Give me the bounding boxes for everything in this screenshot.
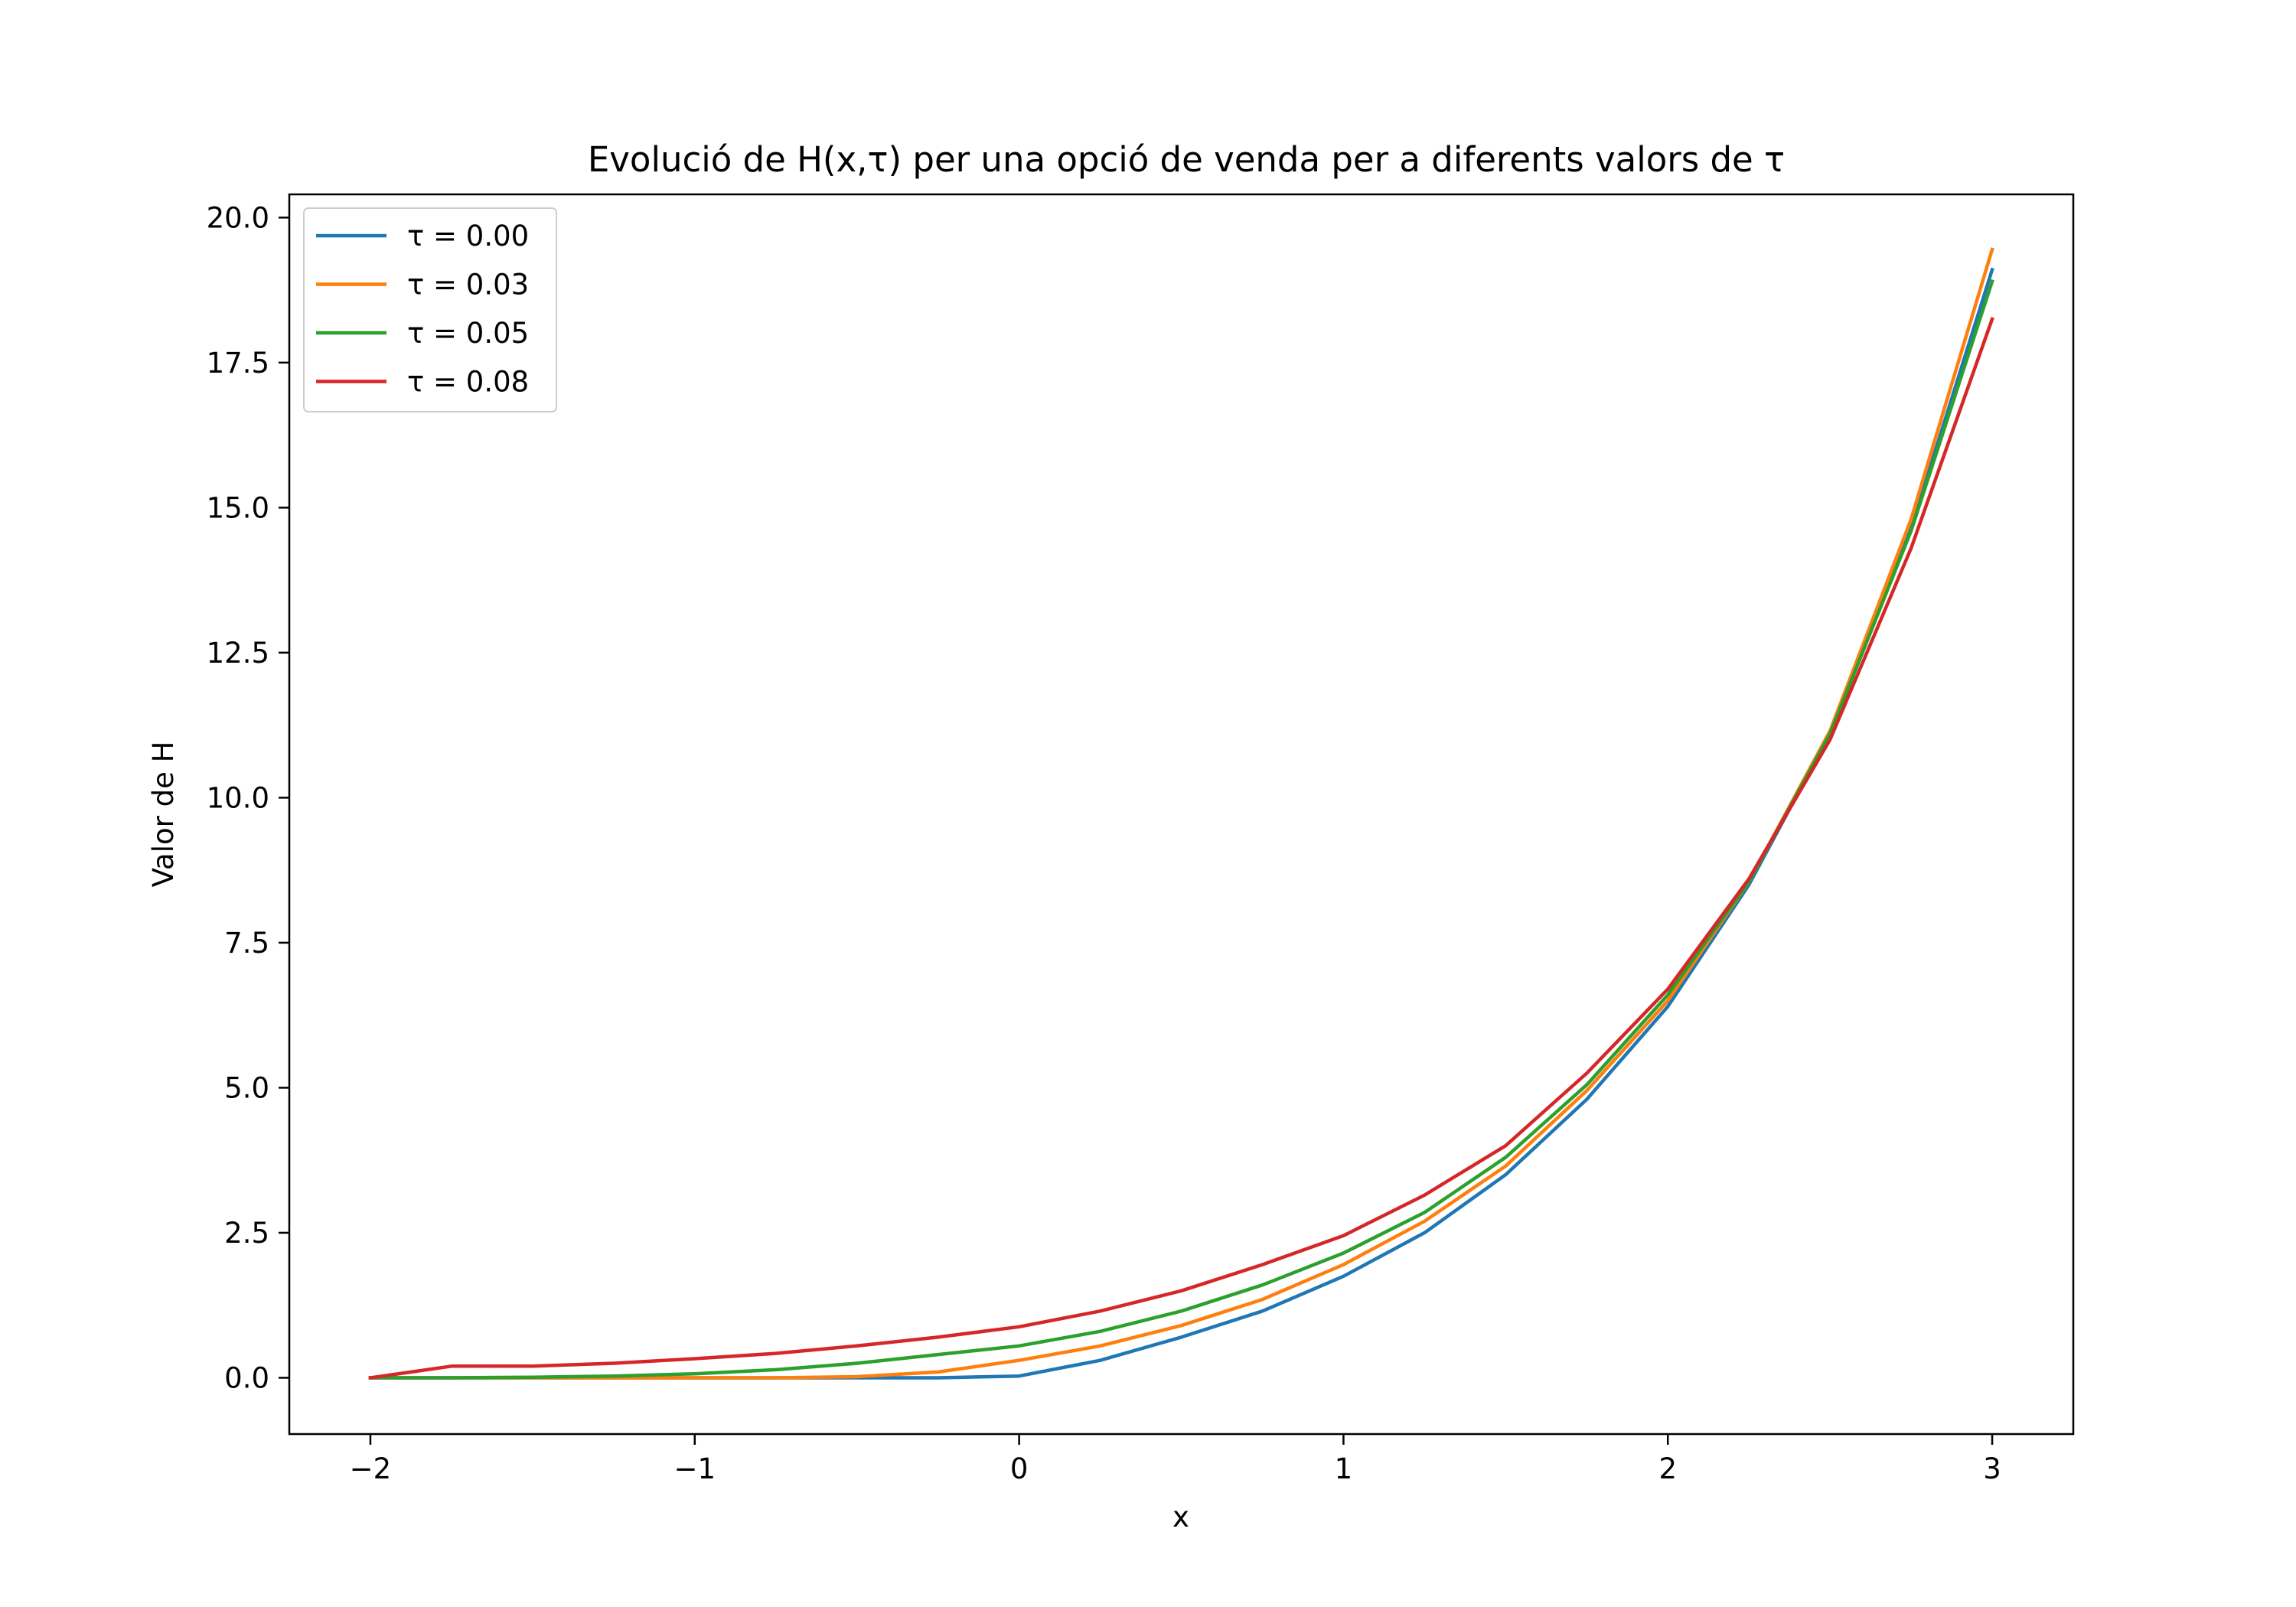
legend-label-3: τ = 0.08 xyxy=(407,366,529,399)
series-line-2 xyxy=(368,279,1994,1380)
x-tick-label: 1 xyxy=(1335,1452,1353,1485)
x-tick-label: 3 xyxy=(1983,1452,2001,1485)
y-tick-label: 12.5 xyxy=(207,637,269,670)
legend-box xyxy=(303,207,557,412)
y-tick-label: 20.0 xyxy=(207,201,269,234)
series-line-3 xyxy=(368,317,1994,1380)
y-tick-label: 2.5 xyxy=(224,1217,269,1250)
y-tick-label: 17.5 xyxy=(207,347,269,380)
x-tick-label: −2 xyxy=(350,1452,392,1485)
y-axis: 0.0 2.5 5.0 7.5 10.0 12.5 15.0 17.5 20.0 xyxy=(207,201,289,1394)
x-tick-label: 2 xyxy=(1658,1452,1677,1485)
x-tick-label: 0 xyxy=(1010,1452,1029,1485)
legend-label-2: τ = 0.05 xyxy=(407,317,529,350)
chart-title: Evolució de H(x,τ) per una opció de vend… xyxy=(588,139,1785,180)
y-tick-label: 5.0 xyxy=(224,1071,269,1104)
plot-area xyxy=(368,247,1994,1380)
y-tick-label: 10.0 xyxy=(207,781,269,814)
legend-label-0: τ = 0.00 xyxy=(407,220,529,253)
x-axis: −2 −1 0 1 2 3 xyxy=(350,1434,2001,1485)
y-tick-label: 7.5 xyxy=(224,927,269,960)
plot-frame xyxy=(288,193,2075,1436)
x-tick-label: −1 xyxy=(673,1452,716,1485)
y-tick-label: 15.0 xyxy=(207,491,269,524)
legend-label-1: τ = 0.03 xyxy=(407,269,529,302)
legend: τ = 0.00 τ = 0.03 τ = 0.05 τ = 0.08 xyxy=(303,207,557,412)
y-axis-label: Valor de H xyxy=(147,742,180,888)
x-axis-label: x xyxy=(1172,1501,1189,1534)
y-tick-label: 0.0 xyxy=(224,1361,269,1394)
